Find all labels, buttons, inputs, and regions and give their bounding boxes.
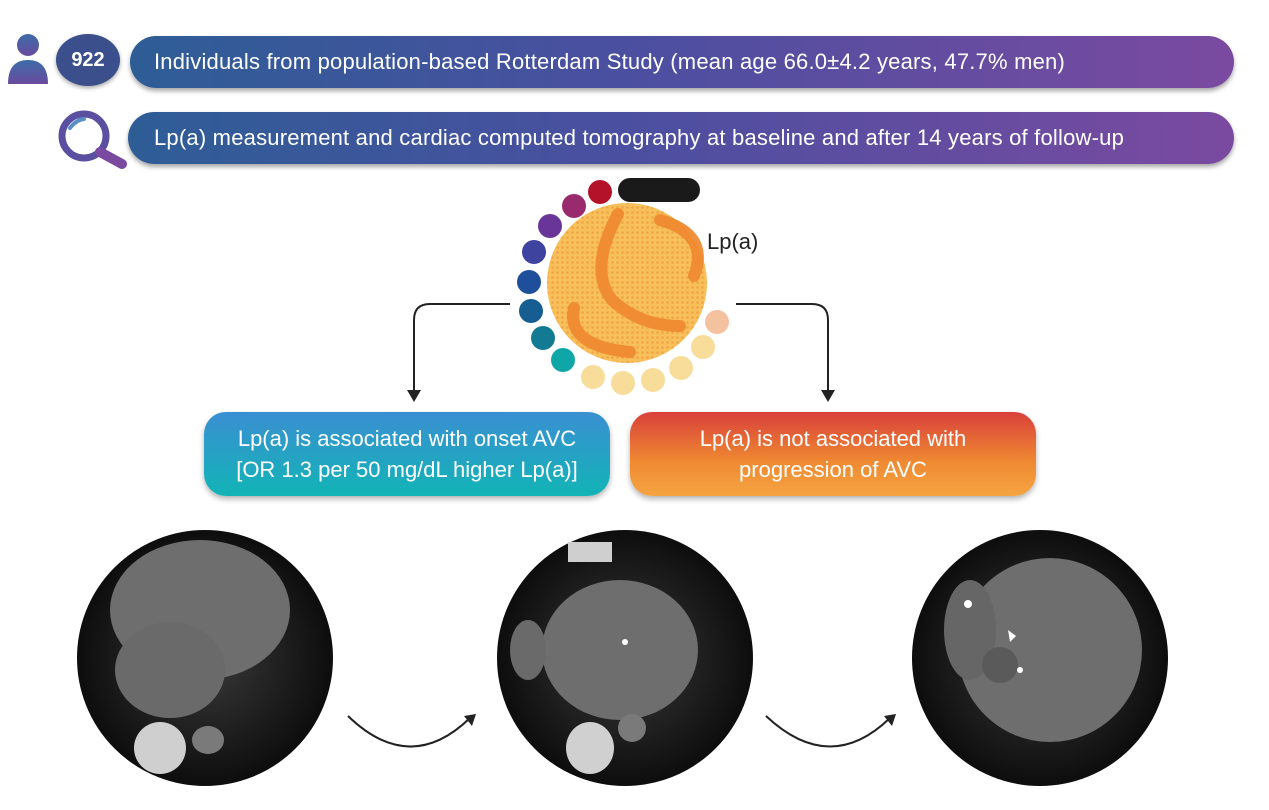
progression-line-2: progression of AVC	[739, 457, 927, 482]
person-icon	[8, 34, 48, 84]
onset-association-box: Lp(a) is associated with onset AVC [OR 1…	[204, 412, 610, 496]
ct-scan-follow-up	[906, 524, 1174, 792]
ct-scan-intermediate	[491, 524, 759, 792]
participant-count-badge: 922	[56, 34, 120, 86]
method-banner: Lp(a) measurement and cardiac computed t…	[128, 112, 1234, 164]
progression-association-box: Lp(a) is not associated with progression…	[630, 412, 1036, 496]
magnifier-icon	[58, 110, 127, 169]
arrow-icon	[413, 303, 829, 392]
onset-line-2: [OR 1.3 per 50 mg/dL higher Lp(a)]	[236, 457, 578, 482]
method-text: Lp(a) measurement and cardiac computed t…	[154, 125, 1125, 150]
lpa-label: Lp(a)	[707, 229, 759, 254]
population-banner: Individuals from population-based Rotter…	[130, 36, 1234, 88]
ct-scan-baseline	[71, 524, 339, 792]
onset-line-1: Lp(a) is associated with onset AVC	[237, 426, 577, 451]
apolipoprotein-beads	[517, 180, 729, 395]
progression-line-1: Lp(a) is not associated with	[699, 426, 967, 451]
population-text: Individuals from population-based Rotter…	[154, 49, 1065, 74]
